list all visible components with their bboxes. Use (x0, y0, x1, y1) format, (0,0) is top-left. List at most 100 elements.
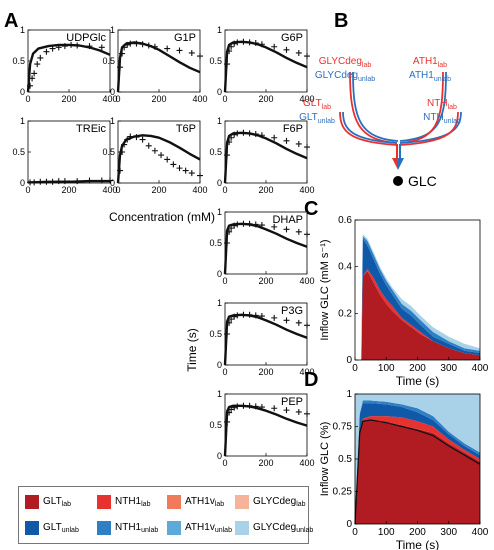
data-point (98, 177, 105, 184)
overlay-line (354, 419, 481, 525)
y-tick-label: 0 (110, 87, 115, 97)
data-point (271, 405, 278, 412)
data-point (226, 319, 233, 326)
panel-p3g: 0 0.5 1 0 200 400 P3G (209, 298, 314, 377)
y-tick-label: 0 (110, 178, 115, 188)
data-point (224, 331, 231, 337)
panel-letter-b: B (334, 10, 348, 32)
y-tick-label: 0.5 (12, 147, 25, 157)
x-tick-label: 200 (258, 94, 273, 104)
y-tick-label: 1 (110, 116, 115, 126)
x-tick-label: 100 (378, 363, 395, 374)
data-point (283, 46, 290, 53)
y-tick-label: 0 (346, 519, 352, 530)
data-point (258, 404, 265, 411)
plot-frame (224, 393, 308, 457)
y-tick-label: 0.5 (102, 147, 115, 157)
legend-item-ath1v-unlab: ATH1vunlab (167, 521, 232, 535)
data-point (121, 44, 128, 51)
data-point (139, 41, 146, 48)
x-tick-label: 0 (222, 276, 227, 286)
data-point (271, 134, 278, 141)
data-point (234, 39, 241, 46)
data-point (295, 49, 302, 56)
data-point (234, 130, 241, 137)
data-point (29, 75, 36, 82)
data-point (258, 222, 265, 229)
data-point (283, 226, 290, 233)
y-tick-label: 0.5 (209, 56, 222, 66)
small-multiples: 0 0.5 1 0 200 400 UDPGlc 0 0.5 1 0 200 400 G1P 0 0.5 1 0 2… (12, 25, 314, 468)
legend-label: GLTunlab (43, 522, 79, 534)
panel-title: TREic (76, 123, 106, 135)
data-point (119, 149, 126, 155)
data-point (224, 61, 231, 68)
x-tick-label: 200 (151, 94, 166, 104)
plot-frame (117, 29, 201, 93)
data-point (117, 167, 124, 174)
data-point (258, 313, 265, 320)
x-tick-label: 200 (151, 185, 166, 195)
x-tick-label: 0 (222, 185, 227, 195)
legend-item-glycdeg-lab: GLYCdeglab (235, 495, 306, 509)
data-point (74, 178, 81, 185)
data-point (127, 40, 134, 47)
data-point (61, 178, 68, 185)
data-point (228, 406, 235, 413)
x-axis-title: Time (s) (396, 538, 440, 550)
area-nth1-lab (355, 416, 480, 524)
diagram-label-glt-unlab: GLTunlab (299, 112, 335, 125)
y-tick-label: 1 (217, 116, 222, 126)
area-glycdeg-unlab (361, 234, 480, 360)
data-point (127, 133, 134, 140)
x-tick-label: 300 (440, 363, 457, 374)
panel-t6p: 0 0.5 1 0 200 400 T6P (102, 116, 207, 195)
x-tick-label: 400 (472, 363, 489, 374)
data-point (240, 220, 247, 227)
x-tick-label: 400 (299, 276, 314, 286)
data-point (304, 53, 310, 60)
inflow-fraction-chart: 0 0.25 0.5 0.75 1 0 100 200 300 400 Time (s) Inflow… (319, 389, 489, 550)
data-point (55, 178, 62, 185)
panel-title: F6P (283, 123, 303, 135)
data-point (197, 53, 203, 60)
x-tick-label: 0 (25, 185, 30, 195)
x-axis-title: Time (s) (396, 374, 440, 388)
y-axis-label: Time (s) (185, 328, 199, 372)
y-tick-label: 0 (20, 178, 25, 188)
data-point (246, 39, 253, 46)
y-axis-title: Inflow GLC (%) (319, 422, 331, 497)
legend-item-nth1-lab: NTH1lab (97, 495, 150, 509)
data-point (228, 316, 235, 323)
data-point (133, 40, 140, 47)
x-tick-label: 200 (258, 367, 273, 377)
data-point (231, 404, 238, 411)
data-point (31, 70, 38, 77)
panel-dhap: 0 0.5 1 0 200 400 DHAP (209, 207, 314, 286)
legend-label: GLTlab (43, 496, 72, 508)
diagram-label-glycdeg-unlab: GLYCdegunlab (315, 70, 375, 83)
data-point (43, 48, 50, 55)
y-tick-label: 1 (20, 25, 25, 35)
legend-item-glt-lab: GLTlab (25, 495, 71, 509)
data-point (246, 130, 253, 137)
data-point (164, 156, 171, 163)
data-point (145, 142, 152, 149)
y-tick-label: 0.2 (338, 308, 352, 319)
data-point (55, 44, 62, 51)
x-axis-label: Concentration (mM) (109, 210, 215, 224)
data-point (246, 402, 253, 409)
x-tick-label: 400 (102, 94, 117, 104)
y-tick-label: 0 (217, 451, 222, 461)
data-point (27, 82, 34, 89)
legend-swatch (167, 521, 181, 535)
data-point (164, 45, 171, 52)
x-tick-label: 400 (192, 185, 207, 195)
legend-label: GLYCdeglab (253, 496, 306, 508)
data-point (176, 47, 183, 54)
panel-title: G6P (281, 32, 303, 44)
model-line (223, 313, 308, 366)
y-tick-label: 0.25 (333, 487, 353, 498)
